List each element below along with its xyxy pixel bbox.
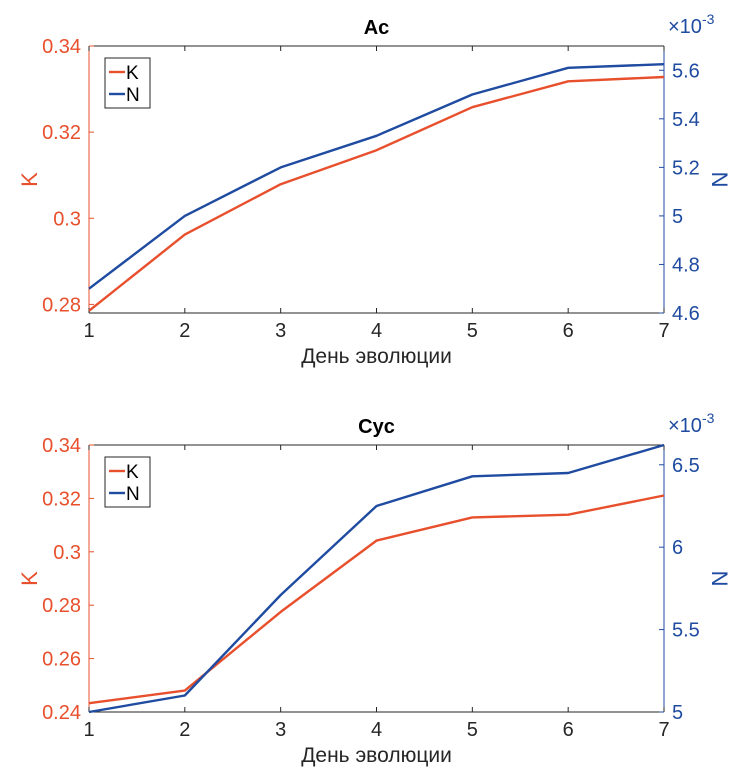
- right-y-tick-label: 5.6: [672, 60, 700, 82]
- x-tick-label: 3: [275, 320, 286, 342]
- legend-box: [104, 57, 151, 109]
- left-y-axis-label: K: [17, 172, 42, 187]
- chart-panel-2: 1 2 3 4 5 6 7 0.24 0.26 0.28 0.3 0.32 0.34 5 5.5 6 6.5 ×1…: [17, 410, 732, 767]
- right-axis-multiplier: ×10-3: [668, 410, 715, 437]
- left-y-tick-label: 0.34: [42, 435, 81, 457]
- x-tick-label: 2: [179, 320, 190, 342]
- right-y-tick-label: 6: [672, 537, 683, 559]
- series-line-N: [88, 63, 665, 290]
- right-axis-exponent: -3: [702, 410, 715, 426]
- x-tick-label: 6: [563, 320, 574, 342]
- x-tick-label: 4: [371, 719, 382, 741]
- x-tick-label: 6: [563, 719, 574, 741]
- left-y-tick-label: 0.3: [53, 208, 81, 230]
- left-y-tick-label: 0.26: [42, 649, 81, 671]
- x-tick-label: 1: [83, 719, 94, 741]
- left-y-tick-label: 0.32: [42, 122, 81, 144]
- legend-box: [104, 456, 151, 508]
- right-y-tick-label: 5.4: [672, 109, 700, 131]
- x-tick-label: 7: [658, 320, 669, 342]
- x-tick-label: 7: [658, 719, 669, 741]
- chart-title: Cyc: [358, 416, 395, 438]
- right-axis-exponent: -3: [702, 11, 715, 27]
- right-y-tick-label: 5: [672, 702, 683, 724]
- left-y-tick-label: 0.34: [42, 36, 81, 58]
- chart-panel-1: 1 2 3 4 5 6 7 0.28 0.3 0.32 0.34 4.6 4.8 5 5.2 5.4 5.6 ×1…: [17, 11, 732, 368]
- legend-label-N: N: [126, 85, 140, 106]
- left-y-axis-label: K: [17, 571, 42, 586]
- x-axis-label: День эволюции: [301, 345, 452, 368]
- x-tick-label: 5: [467, 320, 478, 342]
- right-y-tick-label: 6.5: [672, 455, 700, 477]
- right-y-tick-label: 5.2: [672, 157, 700, 179]
- right-y-axis-label: N: [707, 172, 732, 188]
- x-axis-label: День эволюции: [301, 744, 452, 767]
- legend-label-K: K: [126, 462, 139, 483]
- left-y-tick-label: 0.24: [42, 702, 81, 724]
- x-tick-label: 1: [83, 320, 94, 342]
- x-tick-label: 2: [179, 719, 190, 741]
- legend-label-K: K: [126, 63, 139, 84]
- x-tick-label: 4: [371, 320, 382, 342]
- right-y-tick-label: 5.5: [672, 620, 700, 642]
- left-y-tick-label: 0.28: [42, 294, 81, 316]
- right-axis-multiplier: ×10-3: [668, 11, 715, 38]
- x-tick-label: 3: [275, 719, 286, 741]
- right-y-tick-label: 4.8: [672, 254, 700, 276]
- series-line-K: [88, 75, 665, 312]
- x-tick-label: 5: [467, 719, 478, 741]
- legend-label-N: N: [126, 484, 140, 505]
- series-line-N: [88, 443, 665, 714]
- left-y-tick-label: 0.3: [53, 542, 81, 564]
- left-y-tick-label: 0.32: [42, 488, 81, 510]
- left-y-tick-label: 0.28: [42, 595, 81, 617]
- right-y-axis-label: N: [707, 571, 732, 587]
- right-y-tick-label: 5: [672, 206, 683, 228]
- chart-title: Ac: [364, 17, 390, 39]
- right-y-tick-label: 4.6: [672, 303, 700, 325]
- series-line-K: [88, 494, 665, 705]
